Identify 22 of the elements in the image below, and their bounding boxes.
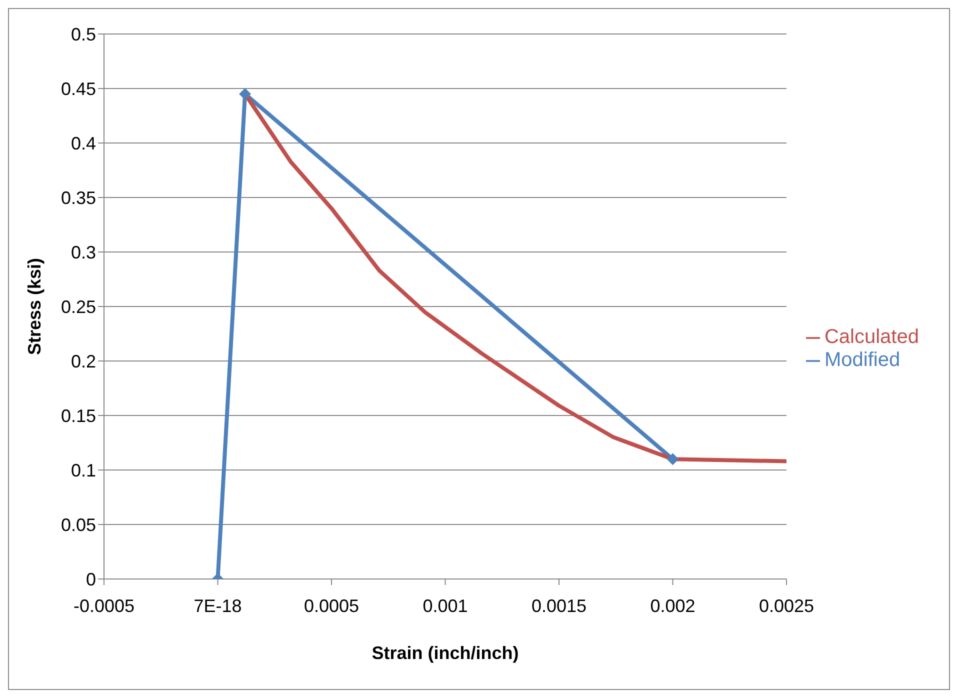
y-tick-label: 0.35 (60, 188, 96, 208)
y-tick-label: 0.2 (70, 351, 96, 372)
y-tick-label: 0.45 (60, 78, 96, 99)
x-tick-label: 0.0005 (304, 596, 360, 616)
y-tick-label: 0.25 (60, 296, 96, 317)
y-tick-label: 0.3 (70, 242, 96, 262)
x-tick-label: 0.002 (650, 596, 696, 616)
x-tick-label: -0.0005 (73, 596, 135, 616)
x-tick-label: 0.001 (422, 596, 468, 616)
y-tick-label: 0.05 (60, 514, 96, 535)
y-tick-label: 0.15 (60, 406, 96, 426)
y-tick-label: 0.4 (70, 133, 96, 154)
legend-label: Calculated (824, 326, 919, 348)
x-tick-label: 0.0025 (758, 596, 814, 616)
y-tick-label: 0 (86, 569, 96, 590)
y-axis-title: Stress (ksi) (24, 258, 44, 356)
x-tick-label: 0.0015 (531, 596, 587, 616)
y-tick-label: 0.5 (70, 24, 96, 44)
legend-label: Modified (824, 349, 900, 371)
y-tick-label: 0.1 (70, 460, 96, 480)
x-tick-label: 7E-18 (194, 596, 242, 616)
x-axis-title: Strain (inch/inch) (372, 643, 519, 663)
